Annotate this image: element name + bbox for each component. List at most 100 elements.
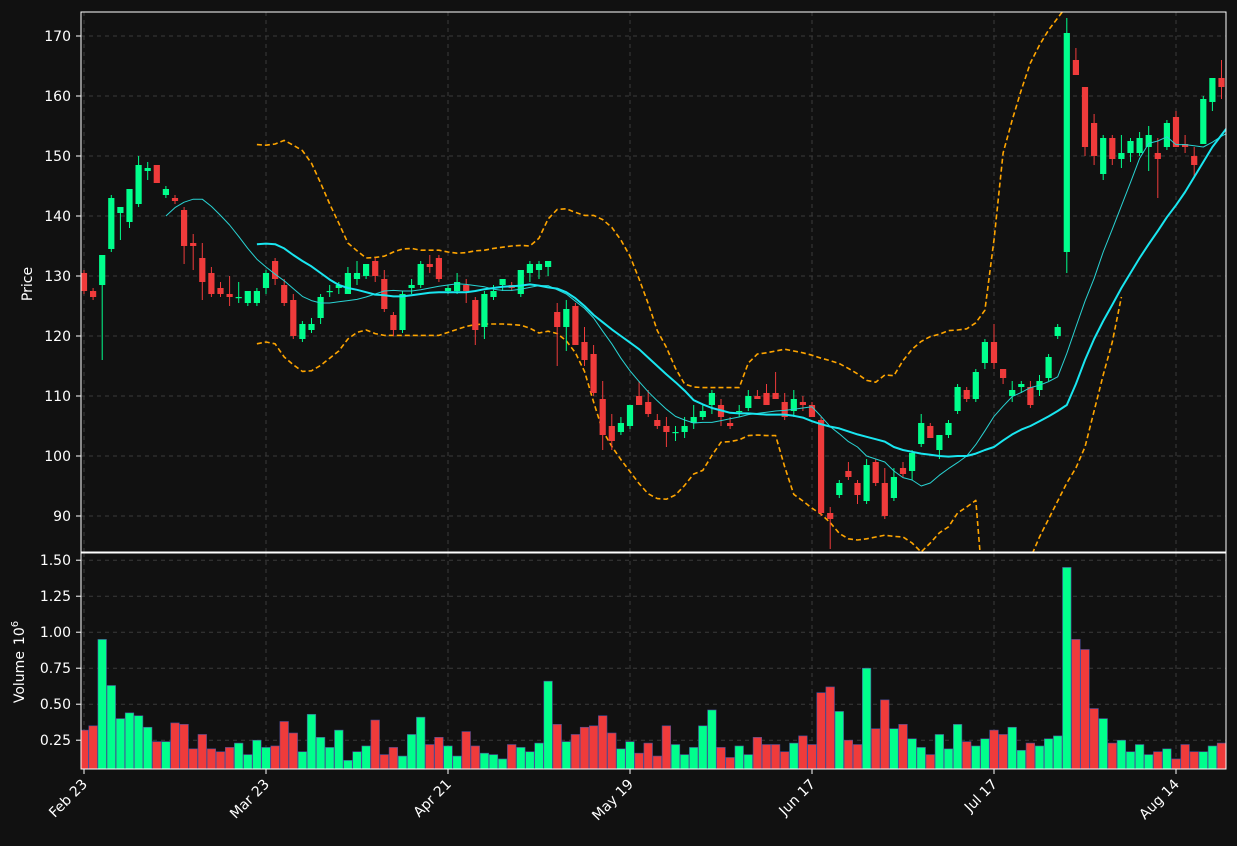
candle-body (499, 279, 506, 285)
volume-bar (552, 724, 562, 769)
candle-body (344, 273, 351, 294)
candle-body (990, 342, 998, 363)
candle-body (363, 264, 370, 276)
volume-bar (1135, 744, 1145, 769)
volume-bar (634, 752, 644, 769)
volume-panel-frame (80, 552, 1227, 770)
volume-bar (725, 757, 735, 769)
volume-bar (798, 735, 808, 769)
candle-body (590, 354, 597, 393)
candle-body (563, 309, 570, 327)
volume-bar (743, 754, 753, 769)
volume-bar (1144, 754, 1154, 769)
candle-body (1081, 87, 1089, 147)
volume-bar (261, 747, 271, 769)
volume-bar (388, 747, 399, 769)
volume-bar (752, 737, 762, 769)
candle-body (663, 426, 670, 432)
candle-body (754, 396, 761, 399)
candle-body (954, 387, 961, 411)
price-panel-frame (80, 11, 1227, 553)
candle-body (81, 273, 88, 291)
volume-bar (297, 751, 308, 769)
volume-bar (871, 728, 881, 769)
volume-bar (834, 711, 844, 769)
volume-bar (516, 747, 526, 769)
candle-body (444, 288, 452, 291)
volume-tick-label: 0.50 (40, 697, 71, 713)
candle-body (208, 273, 215, 294)
volume-bar (807, 744, 817, 769)
volume-bar (925, 754, 935, 769)
volume-axis-label-power: 6 (10, 621, 21, 627)
volume-bar (1216, 742, 1226, 769)
candle-body (1072, 60, 1079, 75)
candle-body (417, 264, 424, 285)
volume-bar (379, 754, 389, 769)
candle-body (1000, 369, 1007, 378)
volume-bar (425, 744, 435, 769)
volume-bar (1116, 739, 1126, 769)
volume-bar (734, 745, 744, 769)
candle-body (672, 432, 679, 434)
volume-bar (1071, 639, 1081, 769)
candle-body (490, 291, 497, 297)
volume-bar (479, 752, 490, 769)
volume-bar (197, 734, 207, 769)
volume-bar (579, 726, 590, 769)
candle-body (854, 483, 861, 495)
volume-bar (1053, 735, 1063, 769)
candle-body (608, 426, 615, 441)
candle-body (390, 315, 397, 330)
volume-bar (971, 745, 981, 769)
volume-bar (315, 737, 326, 769)
candle-body (235, 297, 242, 299)
volume-bar (434, 737, 444, 769)
candle-body (636, 396, 643, 405)
candle-body (554, 312, 561, 327)
candle-body (699, 411, 706, 417)
candle-body (863, 465, 870, 501)
price-tick-label: 140 (44, 209, 71, 225)
candle-body (326, 291, 333, 293)
candle-body (799, 402, 806, 405)
candle-body (581, 342, 588, 360)
volume-bar (843, 739, 853, 769)
volume-bar (234, 742, 244, 769)
volume-tick-label: 0.75 (40, 661, 71, 677)
volume-bar (880, 699, 890, 769)
volume-bar (907, 738, 917, 769)
volume-bar (252, 739, 262, 769)
volume-tick-label: 1.00 (40, 625, 71, 641)
moving-average-short-line (165, 133, 1226, 487)
candle-body (117, 207, 124, 213)
price-tick-label: 150 (44, 149, 71, 165)
candle-body (872, 462, 879, 483)
candle-body (727, 423, 734, 426)
candlesticks (81, 18, 1225, 549)
candle-body (299, 324, 306, 339)
volume-tick-label: 1.50 (40, 553, 71, 569)
candle-body (927, 426, 934, 438)
volume-bar (352, 751, 362, 769)
volume-bar (525, 751, 535, 769)
candle-body (1209, 78, 1216, 102)
candle-body (827, 513, 834, 519)
volume-bar (443, 745, 453, 769)
volume-bar (1125, 751, 1136, 769)
candle-body (463, 285, 470, 291)
candle-body (99, 255, 106, 285)
volume-bar (1007, 726, 1017, 769)
volume-bar (670, 744, 681, 769)
candle-body (909, 453, 916, 471)
candle-body (899, 468, 907, 474)
candle-body (790, 399, 797, 411)
volume-bar (1153, 751, 1163, 769)
volume-bar (1025, 742, 1035, 769)
candle-body (162, 189, 169, 195)
volume-bar (416, 716, 426, 769)
volume-bar (452, 755, 462, 769)
candle-body (545, 261, 552, 267)
